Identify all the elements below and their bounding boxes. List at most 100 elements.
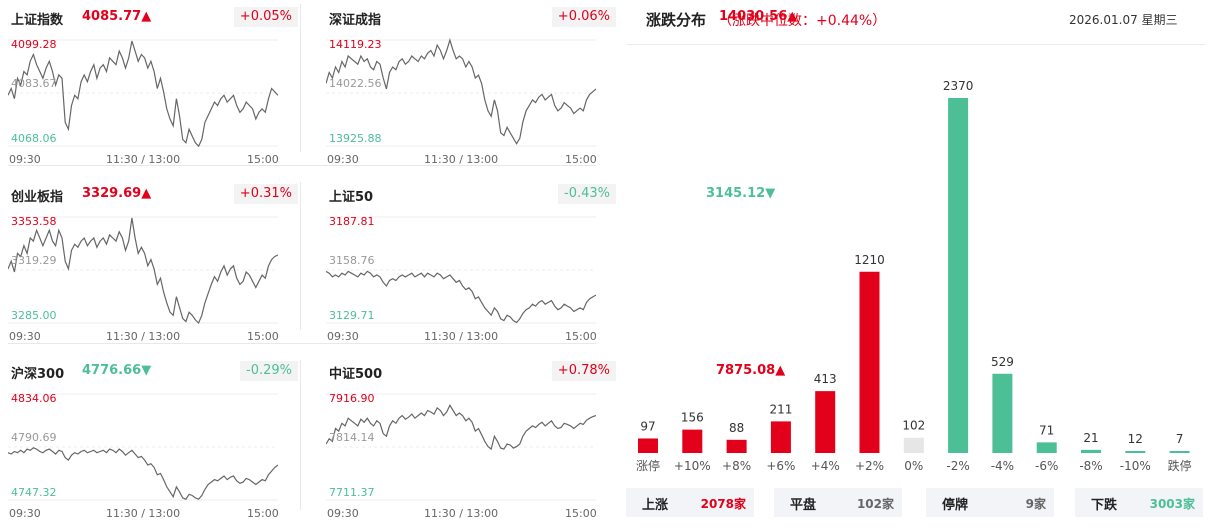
axis-mid-label: 3319.29 [11,254,57,267]
bar-value-label: 1210 [854,253,885,267]
time-label-close: 15:00 [247,507,279,520]
bar-value-label: 71 [1039,423,1054,437]
bar-value-label: 7 [1176,432,1184,446]
index-panel[interactable]: 创业板指 3329.69▲ +0.31% 3353.58 3319.29 3285.00 0… [8,183,298,351]
bar-value-label: 12 [1128,432,1143,446]
bar-value-label: 88 [729,421,744,435]
axis-high-label: 4834.06 [11,392,57,405]
bar-category-label: -4% [991,459,1014,473]
bar-category-label: 跌停 [1168,458,1192,473]
distribution-bar[interactable] [903,437,924,453]
time-label-midday: 11:30 / 13:00 [424,330,499,343]
index-value: 7875.08▲ [716,363,785,378]
panel-column-separator [300,360,301,510]
index-change: +0.31% [233,184,298,204]
summary-flat-value: 102家 [856,497,894,511]
bar-category-label: 涨停 [636,458,660,473]
axis-low-label: 7711.37 [329,486,375,499]
index-header: 深证成指 14030.56▲ +0.06% [326,6,797,28]
distribution-bar[interactable] [815,391,836,453]
axis-high-label: 7916.90 [329,392,375,405]
index-panel[interactable]: 深证成指 14030.56▲ +0.06% 14119.23 14022.56 13925… [326,6,797,174]
intraday-line-chart [326,393,596,501]
price-line [8,40,278,148]
distribution-bar[interactable] [1125,451,1146,453]
axis-mid-label: 4083.67 [11,77,57,90]
bar-category-label: -6% [1035,459,1058,473]
time-label-midday: 11:30 / 13:00 [106,330,181,343]
summary-suspended-label: 停牌 [942,498,969,513]
axis-mid-label: 7814.14 [329,431,375,444]
bar-value-label: 2370 [943,79,974,93]
time-label-close: 15:00 [565,153,597,166]
axis-low-label: 4068.06 [11,132,57,145]
distribution-bar[interactable] [726,439,747,453]
bar-value-label: 21 [1083,431,1098,445]
index-value-number: 3329.69 [82,186,142,201]
index-panel[interactable]: 上证指数 4085.77▲ +0.05% 4099.28 4083.67 4068.06 0… [8,6,298,174]
distribution-bar[interactable] [770,421,791,453]
time-label-open: 09:30 [9,330,41,343]
distribution-median: （涨跌中位数：+0.44%） [718,13,887,29]
axis-mid-label: 4790.69 [11,431,57,444]
time-label-open: 09:30 [327,330,359,343]
axis-low-label: 3129.71 [329,309,375,322]
bar-category-label: -8% [1079,459,1102,473]
panel-row-separator [8,343,596,344]
distribution-bar[interactable] [1036,442,1057,453]
time-label-close: 15:00 [247,330,279,343]
summary-up-value: 2078家 [700,497,746,511]
axis-mid-label: 3158.76 [329,254,375,267]
bar-value-label: 97 [640,419,655,433]
summary-flat-label: 平盘 [790,498,817,513]
time-label-open: 09:30 [327,507,359,520]
distribution-bar[interactable] [1169,451,1190,453]
summary-up-label: 上涨 [642,498,669,513]
down-arrow-icon: ▼ [141,363,152,378]
summary-down-label: 下跌 [1091,498,1118,513]
bar-value-label: 102 [902,419,925,433]
distribution-bar[interactable] [682,429,703,453]
summary-suspended: 停牌 9家 [926,488,1054,517]
index-value-number: 3145.12 [706,186,766,201]
index-header: 上证50 3145.12▼ -0.43% [326,183,775,205]
index-panel[interactable]: 中证500 7875.08▲ +0.78% 7916.90 7814.14 7711.37… [326,360,785,528]
summary-down-value: 3003家 [1149,497,1195,511]
intraday-line-chart [8,216,278,325]
up-arrow-icon: ▲ [141,9,152,24]
time-label-midday: 11:30 / 13:00 [106,153,181,166]
axis-low-label: 3285.00 [11,309,57,322]
distribution-bar[interactable] [859,271,880,453]
index-panel[interactable]: 沪深300 4776.66▼ -0.29% 4834.06 4790.69 4747.32… [8,360,298,528]
index-value: 4085.77▲ [82,9,151,24]
time-label-close: 15:00 [565,507,597,520]
time-label-midday: 11:30 / 13:00 [424,507,499,520]
distribution-bar[interactable] [1081,449,1101,453]
distribution-date: 2026.01.07 星期三 [1069,13,1178,27]
up-arrow-icon: ▲ [775,363,786,378]
intraday-line-chart [8,39,278,148]
distribution-bar[interactable] [638,438,658,453]
time-label-midday: 11:30 / 13:00 [424,153,499,166]
distribution-title: 涨跌分布 [646,11,707,29]
bar-category-label: -2% [946,459,969,473]
index-value-number: 14030.56 [719,9,788,24]
index-value-number: 4776.66 [82,363,142,378]
summary-flat: 平盘 102家 [774,488,902,517]
index-header: 创业板指 3329.69▲ +0.31% [8,183,298,205]
bar-category-label: +10% [674,459,711,473]
panel-row-separator [8,165,596,166]
price-line [326,270,596,324]
index-value: 4776.66▼ [82,363,151,378]
summary-up: 上涨 2078家 [626,488,754,517]
index-panel[interactable]: 上证50 3145.12▼ -0.43% 3187.81 3158.76 3129.71 0… [326,183,775,351]
bar-category-label: +4% [811,459,840,473]
distribution-bar[interactable] [948,98,969,453]
index-name: 沪深300 [11,367,65,382]
distribution-bar[interactable] [992,373,1013,453]
bar-category-label: +2% [855,459,884,473]
index-value-number: 7875.08 [716,363,776,378]
index-change: +0.06% [551,7,616,27]
price-line [8,447,278,500]
index-change: -0.43% [558,184,616,204]
